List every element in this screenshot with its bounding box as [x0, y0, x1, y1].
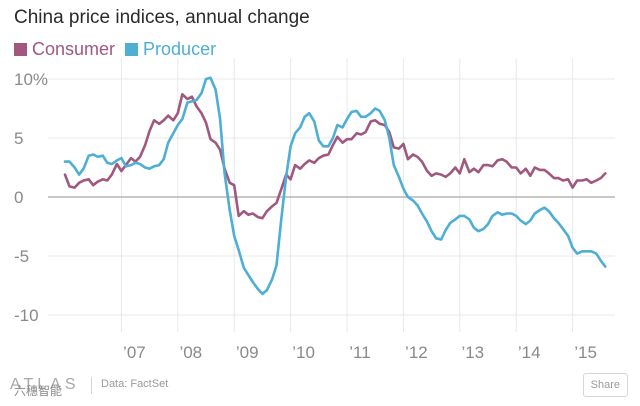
series-line-consumer	[63, 93, 607, 220]
x-tick-label: ’10	[292, 343, 315, 362]
legend-swatch-producer	[125, 43, 139, 56]
atlas-logo: ATLAS	[10, 376, 80, 393]
share-button[interactable]: Share	[582, 373, 628, 397]
x-tick-label: ’09	[236, 343, 259, 362]
y-tick-label: -5	[14, 247, 29, 266]
series-line-producer	[63, 76, 607, 296]
x-tick-label: ’07	[123, 343, 146, 362]
chart-footer: ATLAS 六穗智能 Data: FactSet Share	[0, 372, 640, 402]
x-tick-label: ’08	[179, 343, 202, 362]
x-tick-label: ’14	[518, 343, 541, 362]
x-tick-label: ’12	[405, 343, 428, 362]
x-tick-label: ’11	[349, 343, 370, 362]
chart-legend: Consumer Producer	[14, 39, 226, 60]
y-tick-label: -10	[14, 306, 39, 325]
data-source: Data: FactSet	[101, 378, 169, 390]
footer-divider	[91, 377, 92, 394]
legend-item-consumer: Consumer	[14, 39, 115, 60]
y-tick-label: 0	[14, 188, 23, 207]
line-chart: 10% 5 0 -5 -10 ’07 ’08 ’09 ’10 ’11 ’12 ’13 ’14 ’15	[14, 58, 615, 362]
legend-swatch-consumer	[14, 43, 27, 56]
x-tick-label: ’15	[574, 343, 597, 362]
y-tick-label: 5	[14, 129, 23, 148]
legend-item-producer: Producer	[125, 39, 216, 60]
watermark-text: 六穗智能	[14, 384, 63, 398]
legend-label-consumer: Consumer	[32, 39, 116, 59]
chart-title: China price indices, annual change	[14, 7, 310, 28]
x-tick-label: ’13	[461, 343, 484, 362]
y-tick-label: 10%	[14, 70, 48, 89]
legend-label-producer: Producer	[143, 39, 217, 59]
